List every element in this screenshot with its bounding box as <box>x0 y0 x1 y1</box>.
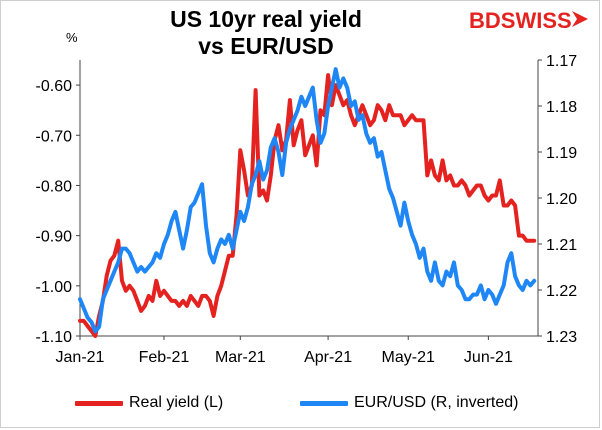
right-axis-tick-label: 1.21 <box>546 237 577 254</box>
left-axis-tick-label: -0.60 <box>36 78 73 95</box>
legend-swatch-eurusd <box>300 400 348 406</box>
legend: Real yield (L) EUR/USD (R, inverted) <box>0 394 602 418</box>
x-axis-tick-label: Feb-21 <box>139 349 190 366</box>
x-axis-tick-label: Apr-21 <box>304 349 352 366</box>
legend-label-real-yield: Real yield (L) <box>129 394 224 411</box>
left-axis-tick-label: -0.90 <box>36 229 73 246</box>
right-axis-tick-label: 1.19 <box>546 145 577 162</box>
x-axis-tick-label: Jan-21 <box>56 349 105 366</box>
x-axis-tick-label: Jun-21 <box>464 349 513 366</box>
x-axis-tick-label: Mar-21 <box>215 349 266 366</box>
right-axis-tick-label: 1.23 <box>546 329 577 346</box>
left-axis-tick-label: -1.00 <box>36 279 73 296</box>
legend-swatch-real-yield <box>75 400 123 406</box>
logo-chevron-icon <box>572 11 588 27</box>
legend-item-eurusd: EUR/USD (R, inverted) <box>300 394 518 412</box>
x-axis-tick-label: May-21 <box>382 349 435 366</box>
right-axis-tick-label: 1.17 <box>546 53 577 70</box>
right-axis-tick-label: 1.20 <box>546 191 577 208</box>
left-axis-tick-label: -1.10 <box>36 329 73 346</box>
left-axis-tick-label: -0.70 <box>36 128 73 145</box>
right-axis-tick-label: 1.18 <box>546 99 577 116</box>
brand-logo: BDSWISS <box>469 8 572 33</box>
chart-title-line-2: vs EUR/USD <box>198 33 334 59</box>
left-axis-unit: % <box>66 30 78 45</box>
right-axis-tick-label: 1.22 <box>546 283 577 300</box>
series-line-real-yield <box>78 73 537 338</box>
legend-item-real-yield: Real yield (L) <box>75 394 223 412</box>
series-line-eurusd <box>78 67 537 334</box>
chart-title-line-1: US 10yr real yield <box>170 6 362 32</box>
legend-label-eurusd: EUR/USD (R, inverted) <box>354 394 519 411</box>
left-axis-tick-label: -0.80 <box>36 178 73 195</box>
